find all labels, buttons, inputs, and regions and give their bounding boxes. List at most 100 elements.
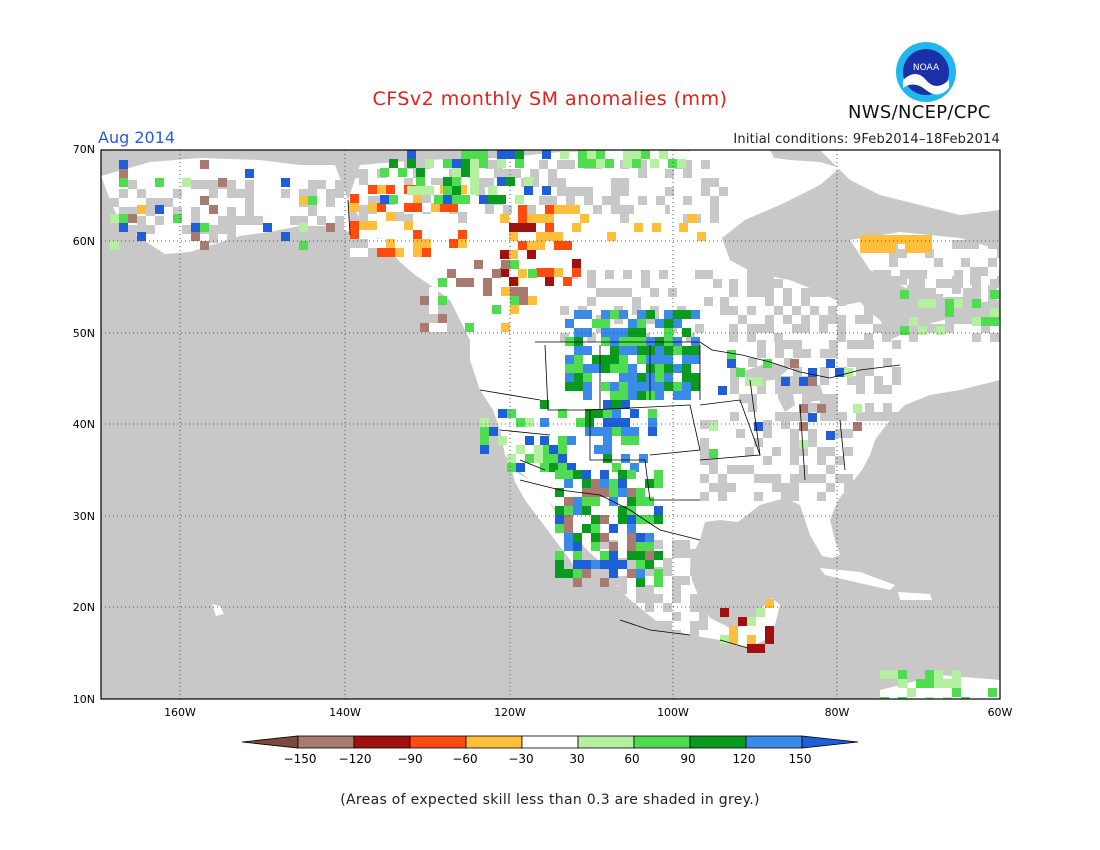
anomaly-cell — [609, 551, 618, 560]
colorbar-segment — [353, 735, 411, 749]
anomaly-cell — [545, 214, 554, 223]
anomaly-cell — [747, 617, 756, 626]
anomaly-cell — [654, 569, 663, 578]
anomaly-cell — [621, 418, 630, 427]
anomaly-cell — [637, 319, 646, 328]
anomaly-cell — [525, 418, 534, 427]
anomaly-cell — [763, 456, 772, 465]
forecast-period: Aug 2014 — [98, 128, 176, 147]
anomaly-cell — [470, 168, 479, 177]
anomaly-cell — [801, 297, 810, 306]
anomaly-cell — [359, 185, 368, 194]
anomaly-cell — [627, 630, 636, 639]
anomaly-cell — [429, 305, 438, 314]
anomaly-cell — [263, 223, 272, 232]
anomaly-cell — [672, 630, 681, 639]
anomaly-cell — [594, 409, 603, 418]
anomaly-cell — [636, 621, 645, 630]
anomaly-cell — [808, 368, 817, 377]
anomaly-cell — [792, 306, 801, 315]
anomaly-cell — [979, 267, 988, 276]
anomaly-cell — [645, 497, 654, 506]
anomaly-cell — [627, 488, 636, 497]
anomaly-cell — [748, 358, 757, 367]
anomaly-cell — [659, 150, 668, 159]
anomaly-cell — [137, 216, 146, 225]
anomaly-cell — [699, 594, 708, 603]
anomaly-cell — [829, 349, 838, 358]
anomaly-cell — [485, 205, 494, 214]
anomaly-cell — [961, 240, 970, 249]
anomaly-cell — [600, 470, 609, 479]
anomaly-cell — [664, 310, 673, 319]
anomaly-cell — [413, 194, 422, 203]
anomaly-cell — [431, 248, 440, 257]
anomaly-cell — [655, 364, 664, 373]
anomaly-cell — [572, 259, 581, 268]
anomaly-cell — [619, 310, 628, 319]
anomaly-cell — [515, 150, 524, 159]
anomaly-cell — [701, 160, 710, 169]
anomaly-cell — [819, 288, 828, 297]
anomaly-cell — [627, 515, 636, 524]
anomaly-cell — [564, 524, 573, 533]
anomaly-cell — [801, 315, 810, 324]
anomaly-cell — [572, 250, 581, 259]
anomaly-cell — [209, 189, 218, 198]
anomaly-cell — [600, 567, 609, 576]
anomaly-cell — [627, 470, 636, 479]
anomaly-cell — [914, 244, 923, 253]
anomaly-cell — [916, 285, 925, 294]
anomaly-cell — [905, 244, 914, 253]
anomaly-cell — [563, 268, 572, 277]
anomaly-cell — [572, 241, 581, 250]
anomaly-cell — [900, 290, 909, 299]
anomaly-cell — [404, 214, 413, 223]
anomaly-cell — [629, 205, 638, 214]
anomaly-cell — [710, 214, 719, 223]
anomaly-cell — [368, 230, 377, 239]
anomaly-cell — [600, 488, 609, 497]
anomaly-cell — [509, 250, 518, 259]
anomaly-cell — [736, 429, 745, 438]
anomaly-cell — [227, 234, 236, 243]
anomaly-cell — [483, 278, 492, 287]
anomaly-cell — [820, 394, 829, 403]
anomaly-cell — [476, 178, 485, 187]
anomaly-cell — [645, 542, 654, 551]
anomaly-cell — [954, 306, 963, 315]
anomaly-cell — [516, 445, 525, 454]
anomaly-cell — [718, 483, 727, 492]
anomaly-cell — [790, 456, 799, 465]
anomaly-cell — [618, 560, 627, 569]
lon-label-140w: 140W — [329, 706, 361, 719]
anomaly-cell — [811, 403, 820, 412]
anomaly-cell — [970, 240, 979, 249]
noaa-logo-icon: NOAA — [896, 42, 956, 102]
anomaly-cell — [518, 214, 527, 223]
anomaly-cell — [498, 409, 507, 418]
anomaly-cell — [665, 169, 674, 178]
anomaly-cell — [497, 159, 506, 168]
anomaly-cell — [709, 449, 718, 458]
anomaly-cell — [918, 326, 927, 335]
anomaly-cell — [519, 287, 528, 296]
anomaly-cell — [695, 270, 704, 279]
anomaly-cell — [892, 376, 901, 385]
anomaly-cell — [623, 150, 632, 159]
anomaly-cell — [227, 189, 236, 198]
anomaly-cell — [483, 296, 492, 305]
anomaly-cell — [883, 358, 892, 367]
anomaly-cell — [909, 270, 918, 279]
anomaly-cell — [542, 150, 551, 159]
anomaly-cell — [637, 346, 646, 355]
anomaly-cell — [443, 177, 452, 186]
anomaly-cell — [350, 248, 359, 257]
anomaly-cell — [618, 470, 627, 479]
anomaly-cell — [654, 551, 663, 560]
anomaly-cell — [416, 168, 425, 177]
anomaly-cell — [663, 603, 672, 612]
anomaly-cell — [518, 250, 527, 259]
anomaly-cell — [620, 214, 629, 223]
anomaly-cell — [765, 324, 774, 333]
